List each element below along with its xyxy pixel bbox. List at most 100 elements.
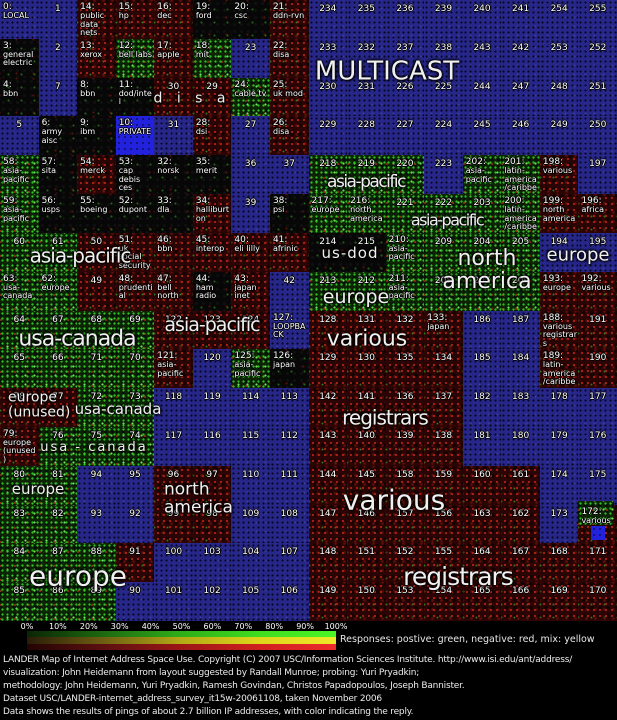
block-number: 50 xyxy=(90,236,103,247)
block-146: 146 xyxy=(347,504,386,544)
block-number: 167 xyxy=(512,547,530,558)
block-111: 111 xyxy=(269,465,309,505)
block-number: 89 xyxy=(90,586,103,597)
block-number: 202: xyxy=(465,157,486,168)
block-number: 248 xyxy=(550,81,568,92)
block-number: 227 xyxy=(396,120,414,131)
block-number: 94 xyxy=(90,469,103,480)
block-number: 211: xyxy=(388,273,409,284)
block-229: 229 xyxy=(308,116,348,156)
block-45: 45: interop xyxy=(192,232,232,272)
block-79: 79: europe (unused) xyxy=(0,426,39,466)
block-label: hp xyxy=(118,11,129,20)
block-label: asia-pacific xyxy=(157,360,184,378)
block-157: 157 xyxy=(385,504,425,544)
block-number: 85 xyxy=(13,586,25,597)
block-number: 169 xyxy=(550,586,568,597)
block-30: 30 xyxy=(154,77,193,117)
block-95: 95 xyxy=(115,465,155,505)
block-label: apple xyxy=(157,49,180,59)
block-192: 192: various xyxy=(578,271,617,311)
block-label: usa-canada xyxy=(3,282,33,301)
block-179: 179 xyxy=(539,426,579,466)
block-number: 16: xyxy=(157,2,172,12)
block-number: 7 xyxy=(54,81,61,92)
block-label: japan inet xyxy=(234,282,257,301)
block-number: 23 xyxy=(244,42,257,53)
block-number: 29 xyxy=(206,81,218,92)
block-24: 24: cable tv xyxy=(231,77,270,117)
block-number: 155 xyxy=(434,547,453,558)
block-label: mit xyxy=(195,49,209,59)
block-label: csc xyxy=(234,11,248,20)
legend-tick-70: 70% xyxy=(234,622,253,631)
block-label: prudential xyxy=(118,282,153,301)
block-26: 26: disa xyxy=(269,116,309,156)
block-220: 220 xyxy=(385,155,425,195)
caption-line-5: Data shows the results of pings of about… xyxy=(3,707,414,717)
block-110: 110 xyxy=(231,465,270,505)
block-64: 64 xyxy=(0,310,39,350)
block-number: 191 xyxy=(589,314,607,325)
block-203: 203 xyxy=(462,194,502,233)
legend-bar-negative-red xyxy=(27,643,336,650)
block-153: 153 xyxy=(385,582,425,621)
block-number: 44: xyxy=(195,273,211,284)
block-118: 118 xyxy=(154,388,193,427)
block-71: 71 xyxy=(77,349,116,389)
block-number: 88 xyxy=(90,547,103,558)
block-number: 65 xyxy=(13,353,25,364)
block-177: 177 xyxy=(578,388,617,427)
block-48: 48: prudential xyxy=(115,271,155,311)
block-label: PRIVATE xyxy=(118,127,152,137)
block-23: 23 xyxy=(231,38,270,78)
legend-tick-0: 0% xyxy=(20,622,34,631)
block-102: 102 xyxy=(192,582,232,621)
block-150: 150 xyxy=(347,582,386,621)
block-202: 202: asia-pacific xyxy=(462,155,502,195)
block-number: 129 xyxy=(319,353,337,364)
block-215: 215 xyxy=(347,232,386,272)
block-number: 102 xyxy=(203,586,221,597)
block-label: dupont xyxy=(118,205,148,215)
block-87: 87 xyxy=(38,543,78,583)
block-80: 80 xyxy=(0,465,39,505)
block-120: 120 xyxy=(192,349,232,389)
block-69: 69 xyxy=(115,310,155,350)
block-number: 57: xyxy=(41,157,57,168)
block-62: 62: europe xyxy=(38,271,78,311)
block-233: 233 xyxy=(308,38,348,78)
block-109: 109 xyxy=(231,504,270,544)
block-235: 235 xyxy=(347,0,386,39)
block-126: 126: japan xyxy=(269,349,309,389)
block-number: 69 xyxy=(129,314,141,325)
block-label: public data nets xyxy=(80,11,105,37)
block-92: 92 xyxy=(115,504,155,544)
block-122: 122 xyxy=(154,310,193,350)
block-178: 178 xyxy=(539,388,579,427)
block-number: 36 xyxy=(244,159,257,170)
block-number: 122 xyxy=(164,314,183,325)
block-number: 63: xyxy=(3,273,18,284)
block-3: 3: general electric xyxy=(0,38,39,78)
legend-bar-positive-green xyxy=(27,631,336,638)
block-label: bbn xyxy=(80,88,96,98)
block-number: 178 xyxy=(550,392,568,403)
block-140: 140 xyxy=(347,426,386,466)
block-number: 74 xyxy=(129,430,141,441)
block-number: 12: xyxy=(118,40,134,51)
block-254: 254 xyxy=(539,0,579,39)
block-112: 112 xyxy=(269,426,309,466)
block-232: 232 xyxy=(347,38,386,78)
block-number: 180 xyxy=(512,430,530,441)
block-170: 170 xyxy=(578,582,617,621)
block-label: latin-america/caribbean xyxy=(542,360,576,389)
block-number: 174 xyxy=(550,469,568,480)
block-number: 1 xyxy=(54,4,61,14)
block-label: bbn xyxy=(157,243,173,253)
block-label: japan xyxy=(272,360,296,370)
block-number: 242 xyxy=(512,42,530,53)
block-label: general electric xyxy=(3,49,34,68)
block-144: 144 xyxy=(308,465,348,505)
legend-tick-20: 20% xyxy=(79,622,98,631)
